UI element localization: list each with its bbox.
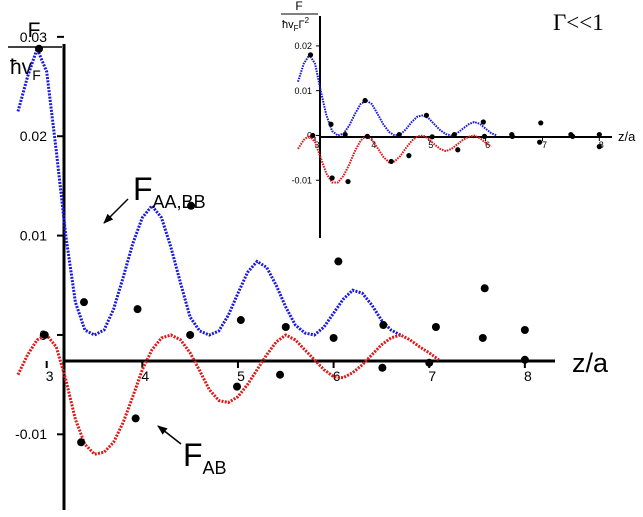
main-y-axis-label-denominator: ħvF bbox=[10, 56, 41, 83]
series-ab-arrow bbox=[157, 425, 182, 445]
main-data-point bbox=[77, 438, 86, 447]
main-x-tick-label: 8 bbox=[524, 368, 532, 384]
inset-x-tick-label: 4 bbox=[371, 140, 376, 150]
main-x-tick-label: 6 bbox=[333, 368, 341, 384]
series-aa-bb-points bbox=[35, 44, 529, 334]
inset-data-point bbox=[362, 97, 368, 104]
main-data-point bbox=[187, 201, 196, 210]
series-aa-bb-arrow bbox=[103, 198, 129, 224]
main-data-point bbox=[131, 414, 140, 423]
inset-series-ab-points bbox=[310, 132, 602, 185]
inset-data-point bbox=[364, 133, 370, 139]
inset-y-axis-label-numerator: F bbox=[295, 0, 302, 13]
main-x-tick-label: 3 bbox=[46, 368, 54, 384]
main-y-tick-label: 0.03 bbox=[20, 29, 47, 45]
series-ab-label: FAB bbox=[183, 437, 227, 478]
main-data-point bbox=[478, 333, 487, 342]
inset-data-point bbox=[423, 112, 430, 118]
main-y-tick-label: 0.02 bbox=[20, 128, 47, 144]
inset-series-aa-bb-line bbox=[297, 53, 498, 137]
main-y-tick-label: -0.01 bbox=[15, 426, 47, 442]
gamma-condition-annotation: Γ<<1 bbox=[553, 10, 604, 35]
inset-series-ab-line bbox=[297, 134, 492, 184]
main-x-tick-label: 7 bbox=[428, 368, 436, 384]
main-data-point bbox=[233, 382, 242, 391]
main-data-point bbox=[329, 333, 338, 342]
inset-data-point bbox=[342, 131, 348, 138]
series-ab-line bbox=[16, 333, 440, 456]
inset-y-ticks: 0.02 0.01 0 -0.01 bbox=[291, 41, 320, 185]
inset-data-point bbox=[388, 158, 394, 165]
main-y-axis-label-numerator: F bbox=[28, 19, 41, 42]
inset-y-tick-label: 0.01 bbox=[294, 86, 312, 96]
inset-x-axis-label: z/a bbox=[618, 129, 636, 144]
main-data-point bbox=[520, 355, 529, 364]
inset-y-tick-label: 0.02 bbox=[294, 41, 312, 51]
main-data-point bbox=[379, 321, 388, 330]
main-data-point bbox=[79, 298, 88, 307]
main-data-point bbox=[281, 323, 290, 332]
main-data-point bbox=[35, 44, 44, 53]
main-data-point bbox=[40, 330, 49, 339]
series-ab-points bbox=[40, 330, 529, 447]
inset-data-point bbox=[328, 121, 334, 127]
main-data-point bbox=[186, 330, 195, 339]
main-x-axis-label: z/a bbox=[572, 348, 609, 378]
main-data-point bbox=[425, 358, 434, 367]
inset-data-point bbox=[396, 131, 402, 138]
main-data-point bbox=[133, 305, 142, 314]
inset-data-point bbox=[596, 131, 602, 138]
main-data-point bbox=[236, 316, 245, 325]
inset-data-point bbox=[406, 153, 412, 159]
main-y-ticks: 0.030.020.010-0.01 bbox=[15, 29, 64, 442]
inset-data-point bbox=[429, 134, 435, 140]
inset-data-point bbox=[596, 144, 602, 150]
inset-data-point bbox=[329, 175, 335, 181]
main-x-tick-label: 5 bbox=[237, 368, 245, 384]
main-data-point bbox=[520, 325, 529, 334]
inset-series-aa-bb-points bbox=[307, 52, 602, 138]
inset-x-tick-label: 5 bbox=[428, 140, 433, 150]
inset-data-point bbox=[538, 120, 544, 126]
inset-x-tick-label: 7 bbox=[542, 140, 547, 150]
inset-data-point bbox=[451, 131, 457, 138]
inset-data-point bbox=[345, 178, 351, 185]
main-data-point bbox=[276, 370, 285, 379]
series-aa-bb-label: FAA,BB bbox=[133, 171, 206, 212]
main-x-ticks: 3 4 5 6 7 8 bbox=[45, 361, 532, 384]
inset-data-point bbox=[480, 119, 486, 125]
main-data-point bbox=[378, 363, 387, 372]
main-data-point bbox=[334, 257, 343, 266]
inset-data-point bbox=[307, 52, 314, 58]
inset-data-point bbox=[537, 139, 543, 145]
inset-y-axis-label-denominator: ħvFΓ2 bbox=[282, 16, 310, 33]
inset-data-point bbox=[481, 133, 488, 139]
inset-y-tick-label: 0 bbox=[307, 131, 312, 141]
series-aa-bb-line bbox=[16, 44, 402, 337]
main-data-point bbox=[431, 323, 440, 332]
main-x-tick-label: 4 bbox=[141, 368, 149, 384]
main-chart: F ħvF 0.03 0.02 0.01 0 -0.01 3 4 5 6 7 8 z/a FAA,… bbox=[8, 19, 609, 510]
main-data-point bbox=[480, 284, 489, 293]
main-y-tick-label: 0.01 bbox=[20, 227, 47, 243]
inset-data-point bbox=[310, 132, 316, 139]
inset-y-tick-label: -0.01 bbox=[291, 175, 312, 185]
inset-data-point bbox=[569, 133, 576, 139]
inset-data-point bbox=[455, 147, 461, 153]
inset-data-point bbox=[509, 133, 515, 139]
